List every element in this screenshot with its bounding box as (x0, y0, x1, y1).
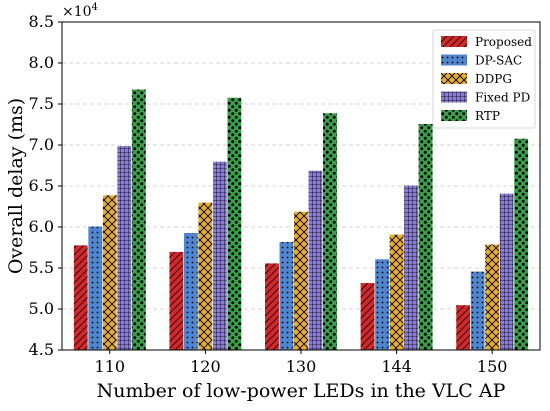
y-tick-label: 4.5 (29, 340, 54, 359)
x-tick-label: 130 (286, 357, 317, 376)
bar-proposed-130 (264, 262, 280, 351)
legend-swatch (441, 91, 467, 103)
axes: 4.5 5.0 5.5 6.0 6.5 7.0 7.5 8.0 8.5 110 120 130 144 1… (29, 12, 508, 376)
bar-dp-sac-120 (183, 232, 199, 351)
bar-ddpg-144 (389, 234, 405, 351)
y-tick-label: 7.5 (29, 94, 54, 113)
bar-fixed-pd-110 (116, 145, 132, 351)
legend-label: RTP (475, 109, 500, 123)
bar-ddpg-150 (484, 243, 500, 351)
bar-proposed-120 (168, 251, 184, 351)
bar-dp-sac-110 (87, 225, 103, 351)
legend-swatch (441, 36, 467, 47)
bar-rtp-150 (513, 138, 529, 351)
bar-dp-sac-144 (374, 258, 390, 351)
legend-swatch (441, 73, 467, 84)
y-tick-label: 7.0 (29, 135, 54, 154)
bar-fixed-pd-150 (499, 193, 515, 351)
bar-ddpg-110 (102, 194, 118, 351)
legend-label: DDPG (475, 72, 512, 86)
y-tick-label: 8.0 (29, 53, 54, 72)
legend-label: DP-SAC (475, 54, 522, 68)
bar-proposed-144 (360, 282, 376, 351)
bar-dp-sac-150 (470, 270, 486, 351)
y-axis-label: Overall delay (ms) (5, 98, 27, 274)
bar-rtp-120 (226, 97, 242, 351)
legend: Proposed DP-SAC DDPG Fixed PD RTP (432, 29, 536, 129)
y-tick-label: 6.5 (29, 176, 54, 195)
bar-ddpg-120 (197, 202, 213, 351)
legend-swatch (441, 54, 467, 66)
bar-rtp-144 (418, 123, 434, 351)
x-tick-label: 144 (381, 357, 412, 376)
bar-dp-sac-130 (278, 241, 295, 351)
bar-fixed-pd-120 (212, 161, 228, 351)
bar-fixed-pd-144 (403, 184, 419, 351)
y-tick-label: 8.5 (29, 12, 54, 31)
bars (73, 88, 529, 351)
y-tick-label: 5.5 (29, 258, 54, 277)
bar-proposed-150 (455, 304, 471, 351)
y-tick-label: 5.0 (29, 299, 54, 318)
bar-ddpg-130 (293, 211, 309, 351)
bar-rtp-110 (131, 88, 147, 351)
y-tick-label: 6.0 (29, 217, 54, 236)
bar-fixed-pd-130 (307, 170, 324, 351)
legend-swatch (441, 110, 467, 121)
bar-rtp-130 (322, 112, 338, 351)
legend-label: Proposed (475, 35, 532, 49)
bar-proposed-110 (73, 244, 89, 351)
legend-label: Fixed PD (475, 91, 530, 105)
x-axis-label: Number of low-power LEDs in the VLC AP (97, 380, 506, 402)
y-axis-multiplier: ×104 (62, 2, 98, 20)
x-tick-label: 150 (477, 357, 508, 376)
x-tick-label: 120 (190, 357, 221, 376)
x-tick-label: 110 (95, 357, 126, 376)
